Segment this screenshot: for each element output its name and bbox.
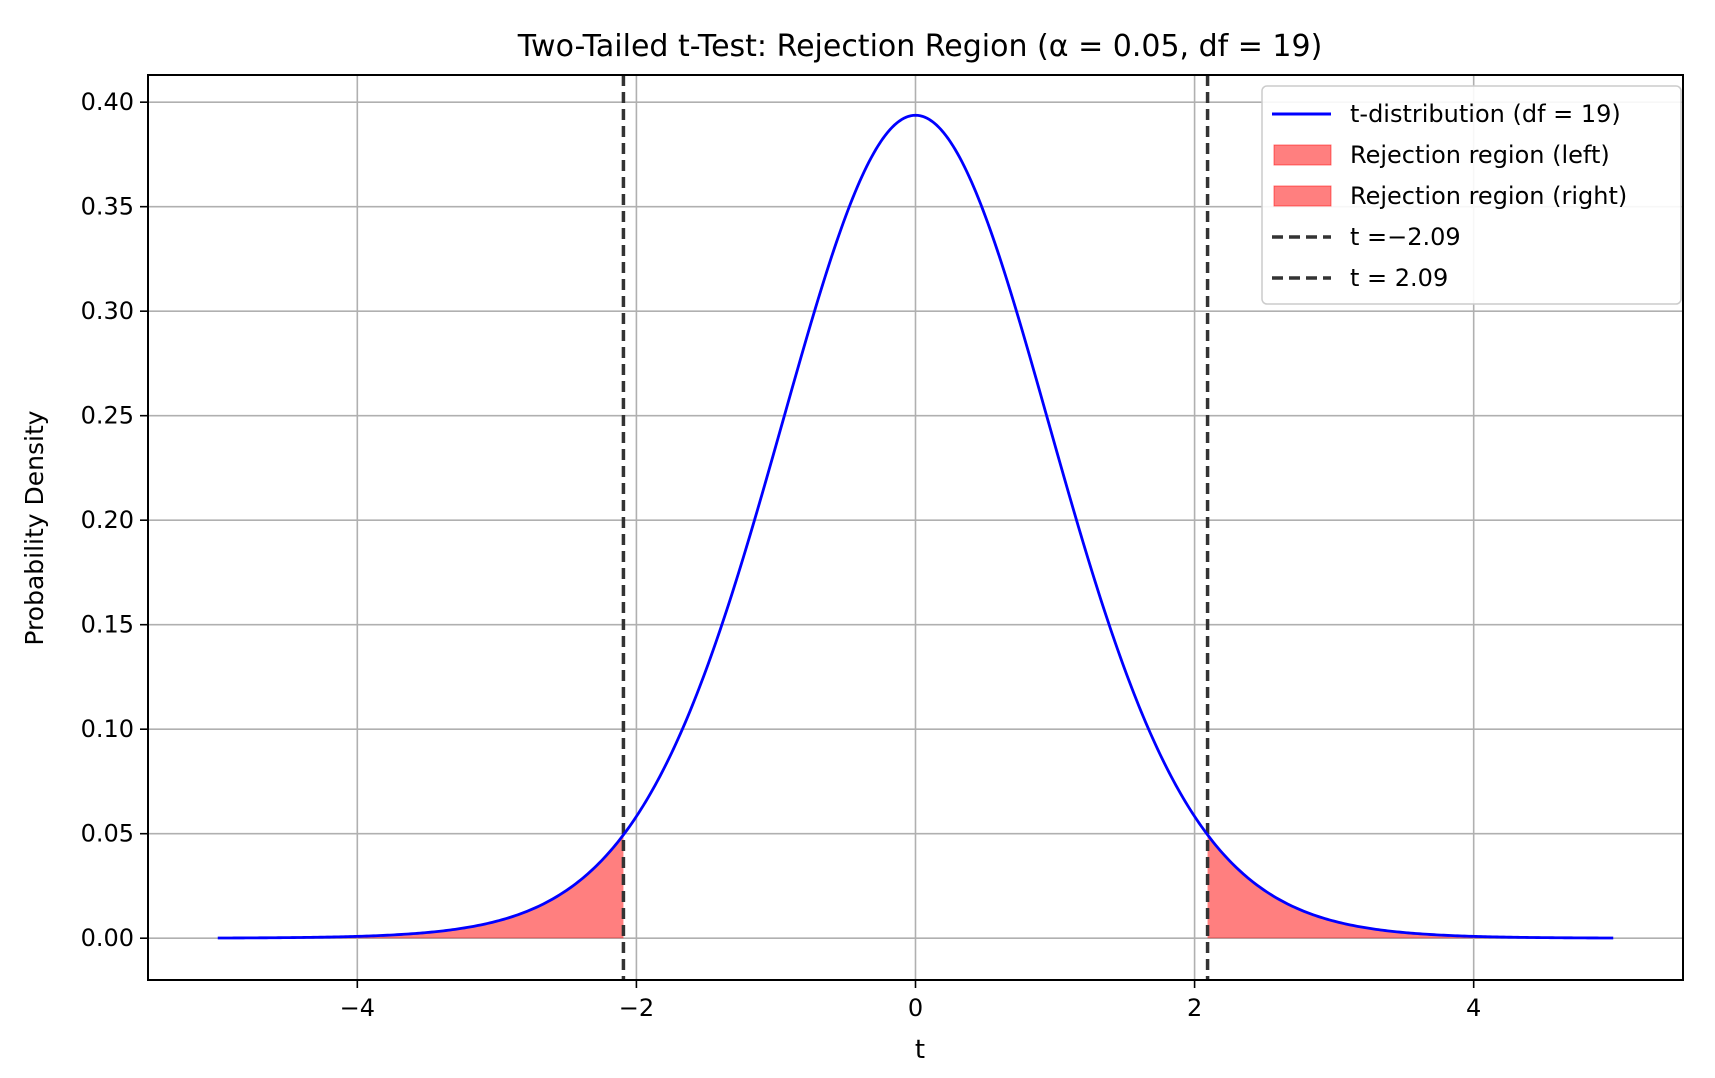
critical-value-lines — [621, 75, 1210, 980]
legend-item: Rejection region (left) — [1273, 141, 1610, 169]
legend-item: t = 2.09 — [1272, 264, 1448, 292]
chart-title: Two-Tailed t-Test: Rejection Region (α =… — [517, 29, 1323, 64]
legend-box — [1261, 85, 1682, 305]
rejection-region-left — [217, 834, 624, 939]
legend-label: t =−2.09 — [1350, 223, 1461, 251]
legend-item: t =−2.09 — [1272, 223, 1461, 251]
x-tick-label: −4 — [340, 994, 375, 1022]
legend-item: t-distribution (df = 19) — [1272, 100, 1621, 128]
y-tick-label: 0.40 — [81, 88, 134, 116]
x-tick-label: −2 — [619, 994, 654, 1022]
legend-item: Rejection region (right) — [1273, 182, 1627, 210]
legend: t-distribution (df = 19) Rejection region… — [1261, 85, 1682, 305]
y-axis-label: Probability Density — [20, 410, 49, 645]
legend-label: t = 2.09 — [1350, 264, 1448, 292]
legend-area-handle — [1273, 185, 1332, 207]
x-tick-label: 4 — [1466, 994, 1481, 1022]
y-tick-label: 0.35 — [81, 193, 134, 221]
y-tick-label: 0.20 — [81, 506, 134, 534]
y-tick-label: 0.00 — [81, 924, 134, 952]
legend-area-handle — [1273, 144, 1332, 166]
x-axis-label: t — [915, 1035, 925, 1065]
legend-label: Rejection region (left) — [1350, 141, 1610, 169]
y-tick-label: 0.05 — [81, 820, 134, 848]
y-tick-label: 0.30 — [81, 297, 134, 325]
rejection-region-right — [1207, 834, 1614, 939]
legend-label: Rejection region (right) — [1350, 182, 1627, 210]
y-axis-ticks: 0.00 0.05 0.10 0.15 0.20 0.25 0.30 0.35 0.40 — [81, 88, 148, 952]
y-tick-label: 0.25 — [81, 402, 134, 430]
y-tick-label: 0.10 — [81, 715, 134, 743]
rejection-regions — [217, 834, 1614, 939]
legend-label: t-distribution (df = 19) — [1350, 100, 1621, 128]
y-tick-label: 0.15 — [81, 611, 134, 639]
x-tick-label: 2 — [1187, 994, 1202, 1022]
pdf-curve — [217, 113, 1614, 940]
density-curve — [217, 113, 1614, 940]
x-tick-label: 0 — [908, 994, 923, 1022]
x-axis-ticks: −4 −2 0 2 4 — [340, 980, 1481, 1022]
